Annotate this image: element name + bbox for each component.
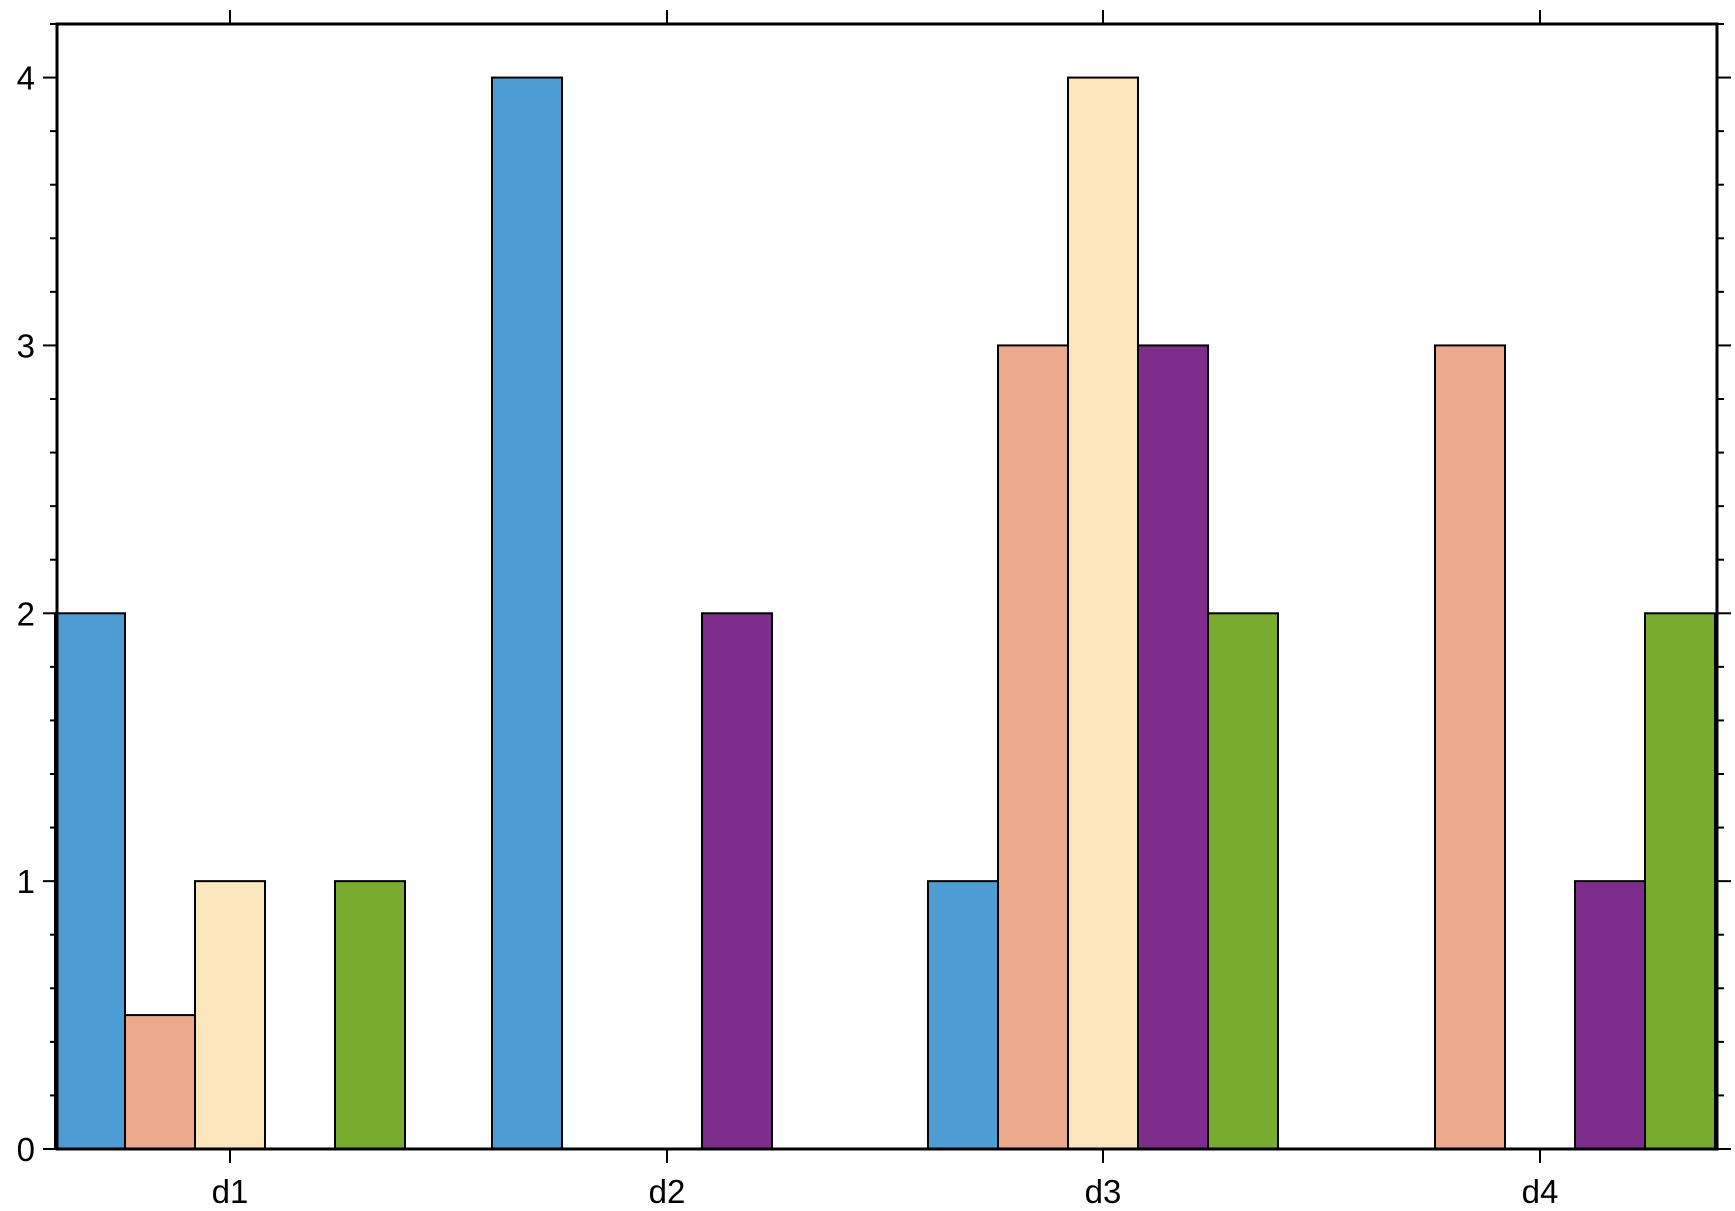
y-tick-label: 0: [17, 1131, 35, 1168]
x-tick-label-d4: d4: [1522, 1173, 1559, 1210]
x-tick-label-d3: d3: [1085, 1173, 1122, 1210]
tick-labels: 0 1 2 3 4 d1 d2 d3 d4: [17, 60, 1559, 1210]
bar-d3-series-2: [997, 344, 1069, 1150]
x-tick-label-d1: d1: [212, 1173, 249, 1210]
bar-d4-series-4: [1574, 880, 1646, 1151]
bar-d4-series-2: [1434, 344, 1506, 1150]
bar-d1-series-1: [54, 612, 126, 1150]
bar-d3-series-4: [1137, 344, 1209, 1150]
plot-frame: [55, 22, 1719, 1151]
bars-layer: [54, 76, 1716, 1151]
y-tick-label: 4: [17, 60, 35, 97]
bar-d1-series-5: [334, 880, 406, 1151]
bar-d3-series-1: [927, 880, 999, 1151]
bar-d1-series-3: [194, 880, 266, 1151]
y-tick-label: 3: [17, 327, 35, 364]
bar-d3-series-5: [1207, 612, 1279, 1150]
bar-d3-series-3: [1067, 76, 1139, 1151]
bar-d2-series-1: [491, 76, 563, 1151]
bar-d2-series-4: [701, 612, 773, 1150]
x-tick-label-d2: d2: [649, 1173, 686, 1210]
plot-border: [55, 22, 1719, 1151]
bar-d4-series-5: [1644, 612, 1716, 1150]
y-tick-label: 1: [17, 863, 35, 900]
bar-d1-series-2: [124, 1014, 196, 1150]
axis-ticks: [43, 10, 1731, 1163]
y-tick-label: 2: [17, 595, 35, 632]
